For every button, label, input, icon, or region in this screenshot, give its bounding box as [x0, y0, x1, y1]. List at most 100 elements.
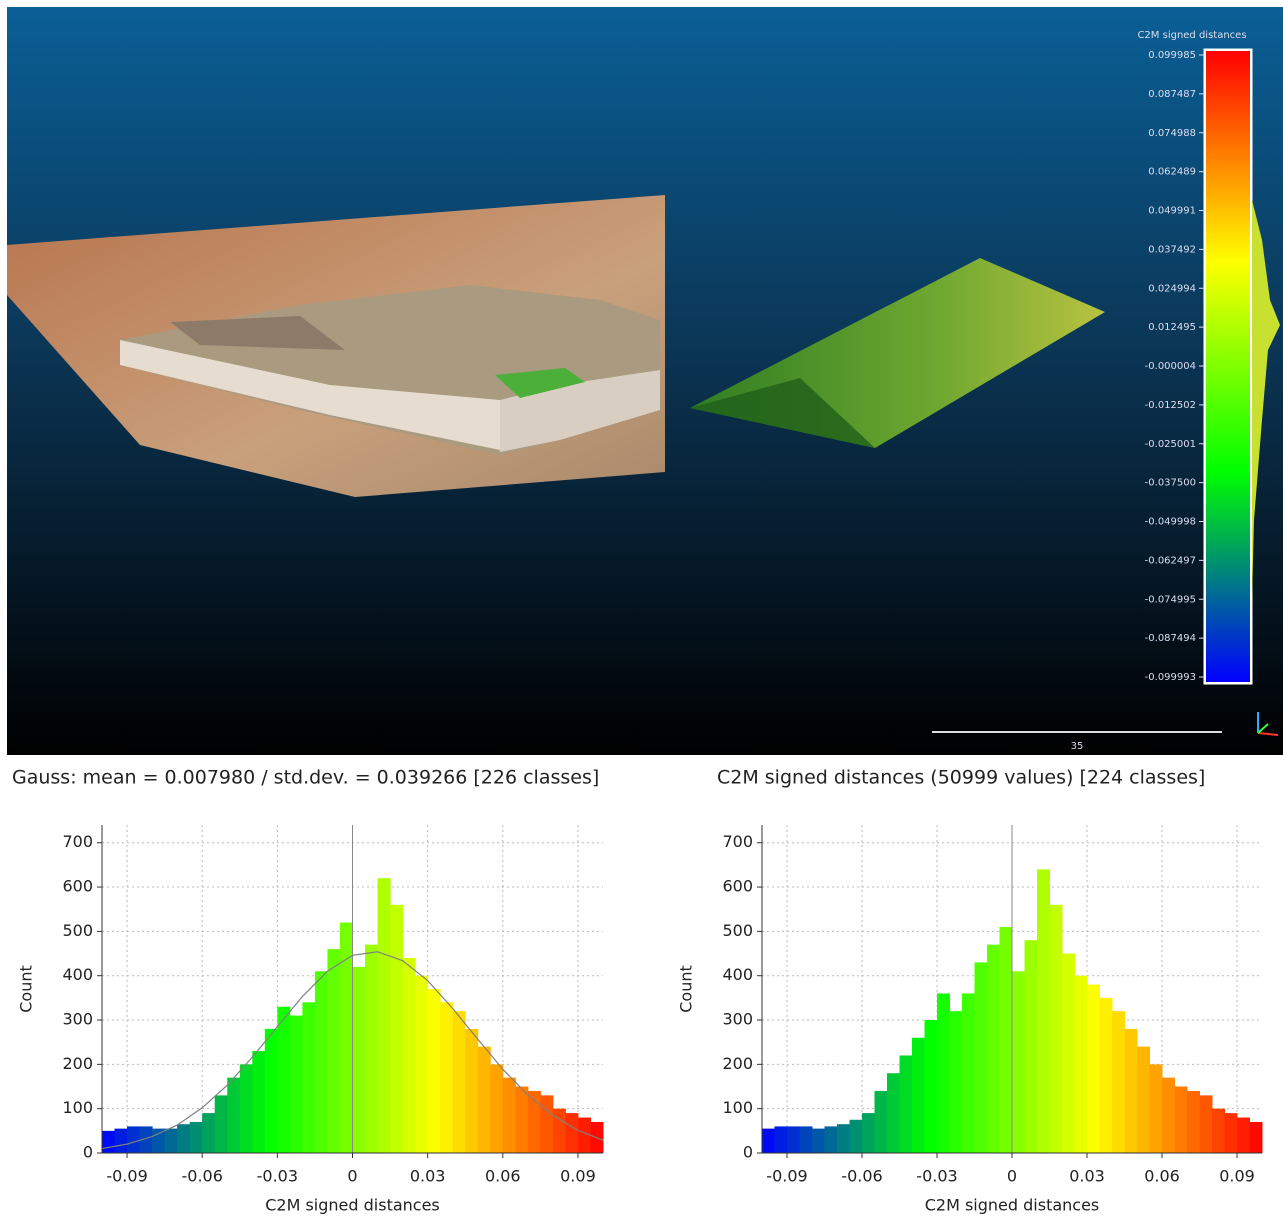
histogram-bar — [503, 1078, 516, 1153]
scale-label: 0.024994 — [1148, 283, 1196, 294]
histogram-bar — [1087, 985, 1100, 1153]
histogram-bar — [403, 958, 416, 1153]
scale-label: 0.099985 — [1148, 50, 1196, 61]
histogram-bar — [428, 989, 441, 1153]
histogram-bar — [190, 1122, 203, 1153]
histogram-bar — [465, 1029, 478, 1153]
scale-label: -0.074995 — [1145, 594, 1196, 605]
chart-title: C2M signed distances (50999 values) [224… — [717, 767, 1205, 789]
y-tick-label: 100 — [62, 1098, 93, 1117]
histogram-bar — [1062, 954, 1075, 1153]
histogram-bar — [787, 1126, 800, 1153]
x-tick-label: -0.09 — [106, 1167, 147, 1186]
x-tick-label: -0.03 — [916, 1167, 957, 1186]
x-axis-label: C2M signed distances — [265, 1196, 440, 1215]
histogram-bar — [1012, 971, 1025, 1153]
histogram-bar — [553, 1109, 566, 1153]
histogram-bar — [975, 962, 988, 1153]
histogram-bar — [490, 1064, 503, 1153]
page: C2M signed distances 35 0.099985 0.087487… — [0, 0, 1283, 1217]
x-tick-label: 0.09 — [560, 1167, 596, 1186]
histogram-bar — [1150, 1064, 1163, 1153]
scale-bar-label: 35 — [1071, 741, 1084, 752]
y-tick-label: 0 — [743, 1143, 753, 1162]
histogram-bar — [850, 1120, 863, 1153]
x-tick-label: 0.06 — [1144, 1167, 1180, 1186]
histogram-bar — [925, 1020, 938, 1153]
y-tick-label: 400 — [62, 965, 93, 984]
x-tick-label: -0.09 — [766, 1167, 807, 1186]
histogram-bar — [478, 1047, 491, 1153]
histogram-bar — [1212, 1109, 1225, 1153]
histogram-bar — [1137, 1047, 1150, 1153]
scale-label: -0.037500 — [1145, 478, 1196, 489]
histogram-bar — [775, 1126, 788, 1153]
histogram-bar — [378, 878, 391, 1153]
histogram-bar — [1075, 976, 1088, 1153]
histogram-bar — [327, 949, 340, 1153]
y-axis-label: Count — [677, 965, 696, 1013]
histogram-bar — [390, 905, 403, 1153]
y-axis-label: Count — [17, 965, 36, 1013]
histogram-bar — [302, 1002, 315, 1153]
scale-label: -0.087494 — [1145, 633, 1196, 644]
scale-label: -0.049998 — [1145, 517, 1196, 528]
y-tick-label: 200 — [722, 1054, 753, 1073]
histogram-bar — [1162, 1078, 1175, 1153]
scale-label: 0.087487 — [1148, 89, 1196, 100]
histogram-bar — [912, 1038, 925, 1153]
x-tick-label: -0.03 — [257, 1167, 298, 1186]
histogram-bar — [1175, 1087, 1188, 1153]
x-tick-label: 0.03 — [410, 1167, 446, 1186]
histogram-bar — [152, 1129, 165, 1153]
histogram-bar — [887, 1073, 900, 1153]
histogram-bar — [353, 967, 366, 1153]
histogram-bar — [340, 923, 353, 1153]
histogram-bar — [1025, 940, 1038, 1153]
scale-label: 0.074988 — [1148, 128, 1196, 139]
histogram-bar — [102, 1131, 115, 1153]
histogram-bar — [440, 1002, 453, 1153]
scale-label: 0.062489 — [1148, 167, 1196, 178]
histogram-bar — [812, 1129, 825, 1153]
x-tick-label: -0.06 — [841, 1167, 882, 1186]
histogram-bar — [987, 945, 1000, 1153]
histogram-bar — [115, 1129, 128, 1153]
scale-title: C2M signed distances — [1137, 30, 1246, 41]
histogram-bar — [900, 1055, 913, 1153]
histogram-bar — [315, 971, 328, 1153]
histogram-bar — [800, 1126, 813, 1153]
y-tick-label: 700 — [722, 832, 753, 851]
histogram-bar — [240, 1064, 253, 1153]
histogram-bar — [962, 993, 975, 1153]
y-tick-label: 200 — [62, 1054, 93, 1073]
histogram-bar — [837, 1124, 850, 1153]
x-tick-label: 0 — [1007, 1167, 1017, 1186]
histogram-bar — [202, 1113, 215, 1153]
histogram-bar — [265, 1029, 278, 1153]
y-tick-label: 100 — [722, 1098, 753, 1117]
histogram-bar — [1250, 1122, 1263, 1153]
histogram-bar — [950, 1011, 963, 1153]
scale-label: -0.099993 — [1145, 672, 1196, 683]
x-tick-label: 0.09 — [1219, 1167, 1255, 1186]
scale-label: -0.062497 — [1145, 555, 1196, 566]
histogram-bar — [365, 945, 378, 1153]
y-tick-label: 0 — [83, 1143, 93, 1162]
x-axis-label: C2M signed distances — [925, 1196, 1100, 1215]
y-tick-label: 300 — [722, 1010, 753, 1029]
histogram-bar — [453, 1011, 466, 1153]
histogram-bar — [127, 1126, 140, 1153]
y-tick-label: 300 — [62, 1010, 93, 1029]
scale-label: -0.000004 — [1145, 361, 1196, 372]
scale-label: 0.037492 — [1148, 244, 1196, 255]
y-tick-label: 500 — [62, 921, 93, 940]
x-tick-label: 0.03 — [1069, 1167, 1105, 1186]
y-tick-label: 700 — [62, 832, 93, 851]
histogram-bar — [177, 1124, 190, 1153]
histogram-bar — [540, 1095, 553, 1153]
histogram-bar — [875, 1091, 888, 1153]
histogram-bar — [252, 1051, 265, 1153]
histogram-bar — [415, 976, 428, 1153]
histogram-bar — [1125, 1029, 1138, 1153]
